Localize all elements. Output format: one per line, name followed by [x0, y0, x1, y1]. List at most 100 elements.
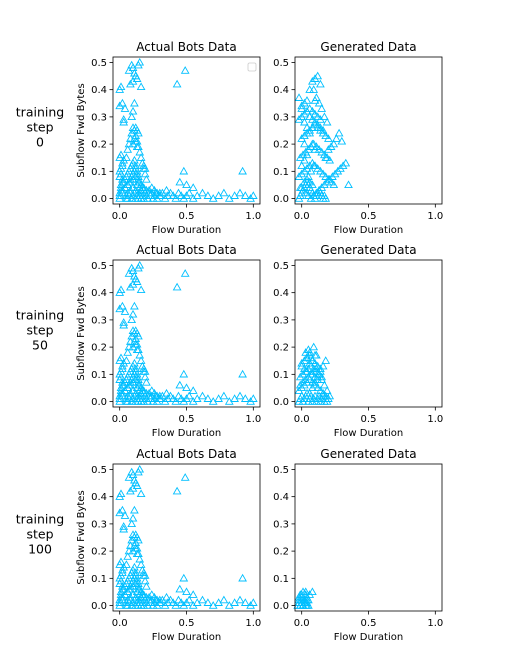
data-point	[198, 391, 207, 400]
data-point	[172, 282, 182, 291]
data-point	[128, 483, 138, 492]
data-point	[309, 161, 319, 170]
y-tick-label: 0.1	[273, 370, 289, 381]
data-point	[305, 348, 315, 356]
y-tick-label: 0.5	[91, 58, 107, 69]
data-point	[131, 172, 141, 180]
data-point	[122, 356, 131, 364]
data-point	[179, 573, 189, 582]
data-point	[238, 166, 247, 175]
data-point	[188, 183, 198, 191]
data-point	[302, 367, 312, 375]
data-point	[308, 106, 317, 115]
y-tick-label: 0.5	[273, 58, 289, 69]
data-point	[305, 85, 315, 93]
data-point	[127, 112, 137, 121]
data-point	[116, 82, 126, 91]
x-tick-label: 1.0	[427, 211, 443, 222]
data-point	[302, 601, 312, 609]
x-tick-label: 0.0	[112, 414, 128, 425]
data-point	[131, 568, 141, 577]
data-point	[297, 112, 307, 121]
data-point	[302, 123, 312, 131]
data-point	[337, 136, 347, 145]
data-point	[300, 117, 309, 126]
data-point	[130, 505, 139, 514]
data-point	[310, 96, 320, 104]
data-point	[128, 139, 138, 148]
data-point	[131, 478, 141, 487]
data-point	[304, 172, 313, 180]
data-point	[321, 356, 331, 364]
data-point	[318, 169, 328, 178]
data-point	[310, 145, 320, 153]
data-point	[314, 98, 324, 107]
data-point	[136, 285, 146, 294]
subplot-0-0: 0.0 0.1 0.2 0.3 0.4 0.5 0.0 0.5 1.0 Actual Bots D…	[16, 40, 261, 236]
y-tick-label: 0.4	[273, 288, 289, 299]
data-point	[248, 394, 258, 402]
data-point	[306, 166, 316, 175]
data-point	[128, 106, 138, 115]
scatter-series	[115, 464, 258, 609]
data-point	[147, 183, 157, 191]
data-point	[162, 185, 171, 194]
data-point	[131, 571, 141, 579]
data-point	[118, 188, 127, 197]
data-point	[130, 562, 139, 571]
x-tick-label: 0.5	[361, 211, 377, 222]
data-point	[321, 153, 331, 161]
data-point	[140, 576, 150, 585]
y-tick-label: 0.3	[91, 315, 107, 326]
data-point	[128, 513, 138, 522]
data-point	[302, 353, 312, 362]
data-point	[130, 301, 139, 310]
data-point	[297, 183, 307, 191]
data-point	[136, 153, 146, 161]
data-point	[321, 194, 331, 202]
data-point	[118, 301, 127, 310]
data-point	[321, 172, 331, 180]
data-point	[313, 112, 323, 121]
data-point	[175, 177, 185, 186]
data-point	[297, 361, 307, 370]
data-point	[131, 136, 141, 145]
data-point	[174, 391, 183, 400]
data-point	[127, 315, 137, 324]
data-point	[184, 188, 194, 197]
data-point	[302, 96, 312, 104]
data-point	[130, 98, 139, 107]
data-point	[135, 464, 145, 473]
x-tick-label: 0.5	[361, 618, 377, 629]
legend	[247, 62, 257, 72]
data-point	[128, 309, 138, 318]
y-tick-label: 0.2	[273, 547, 289, 558]
data-point	[119, 522, 129, 530]
data-point	[140, 367, 150, 375]
data-point	[162, 388, 171, 397]
data-point	[147, 590, 157, 598]
data-point	[324, 145, 333, 153]
data-point	[142, 581, 151, 590]
data-point	[119, 115, 129, 123]
scatter-series	[294, 71, 353, 202]
data-point	[219, 188, 229, 197]
scatter-series	[293, 587, 317, 609]
data-point	[308, 180, 317, 189]
data-point	[130, 358, 139, 367]
data-point	[136, 82, 146, 91]
data-point	[131, 543, 141, 552]
data-point	[131, 274, 141, 283]
row-label-line: 0	[36, 135, 44, 150]
x-tick-label: 0.0	[294, 211, 310, 222]
subplot-0-1: 0.0 0.1 0.2 0.3 0.4 0.5 0.0 0.5 1.0 Generated Dat…	[273, 40, 443, 236]
data-point	[134, 584, 143, 593]
row-label-line: training	[16, 308, 64, 323]
y-tick-label: 0.2	[91, 343, 107, 354]
data-point	[130, 155, 139, 164]
data-point	[172, 486, 182, 495]
x-axis-label: Flow Duration	[152, 428, 221, 439]
data-point	[240, 191, 250, 199]
x-tick-label: 0.0	[112, 618, 128, 629]
data-point	[310, 109, 320, 118]
